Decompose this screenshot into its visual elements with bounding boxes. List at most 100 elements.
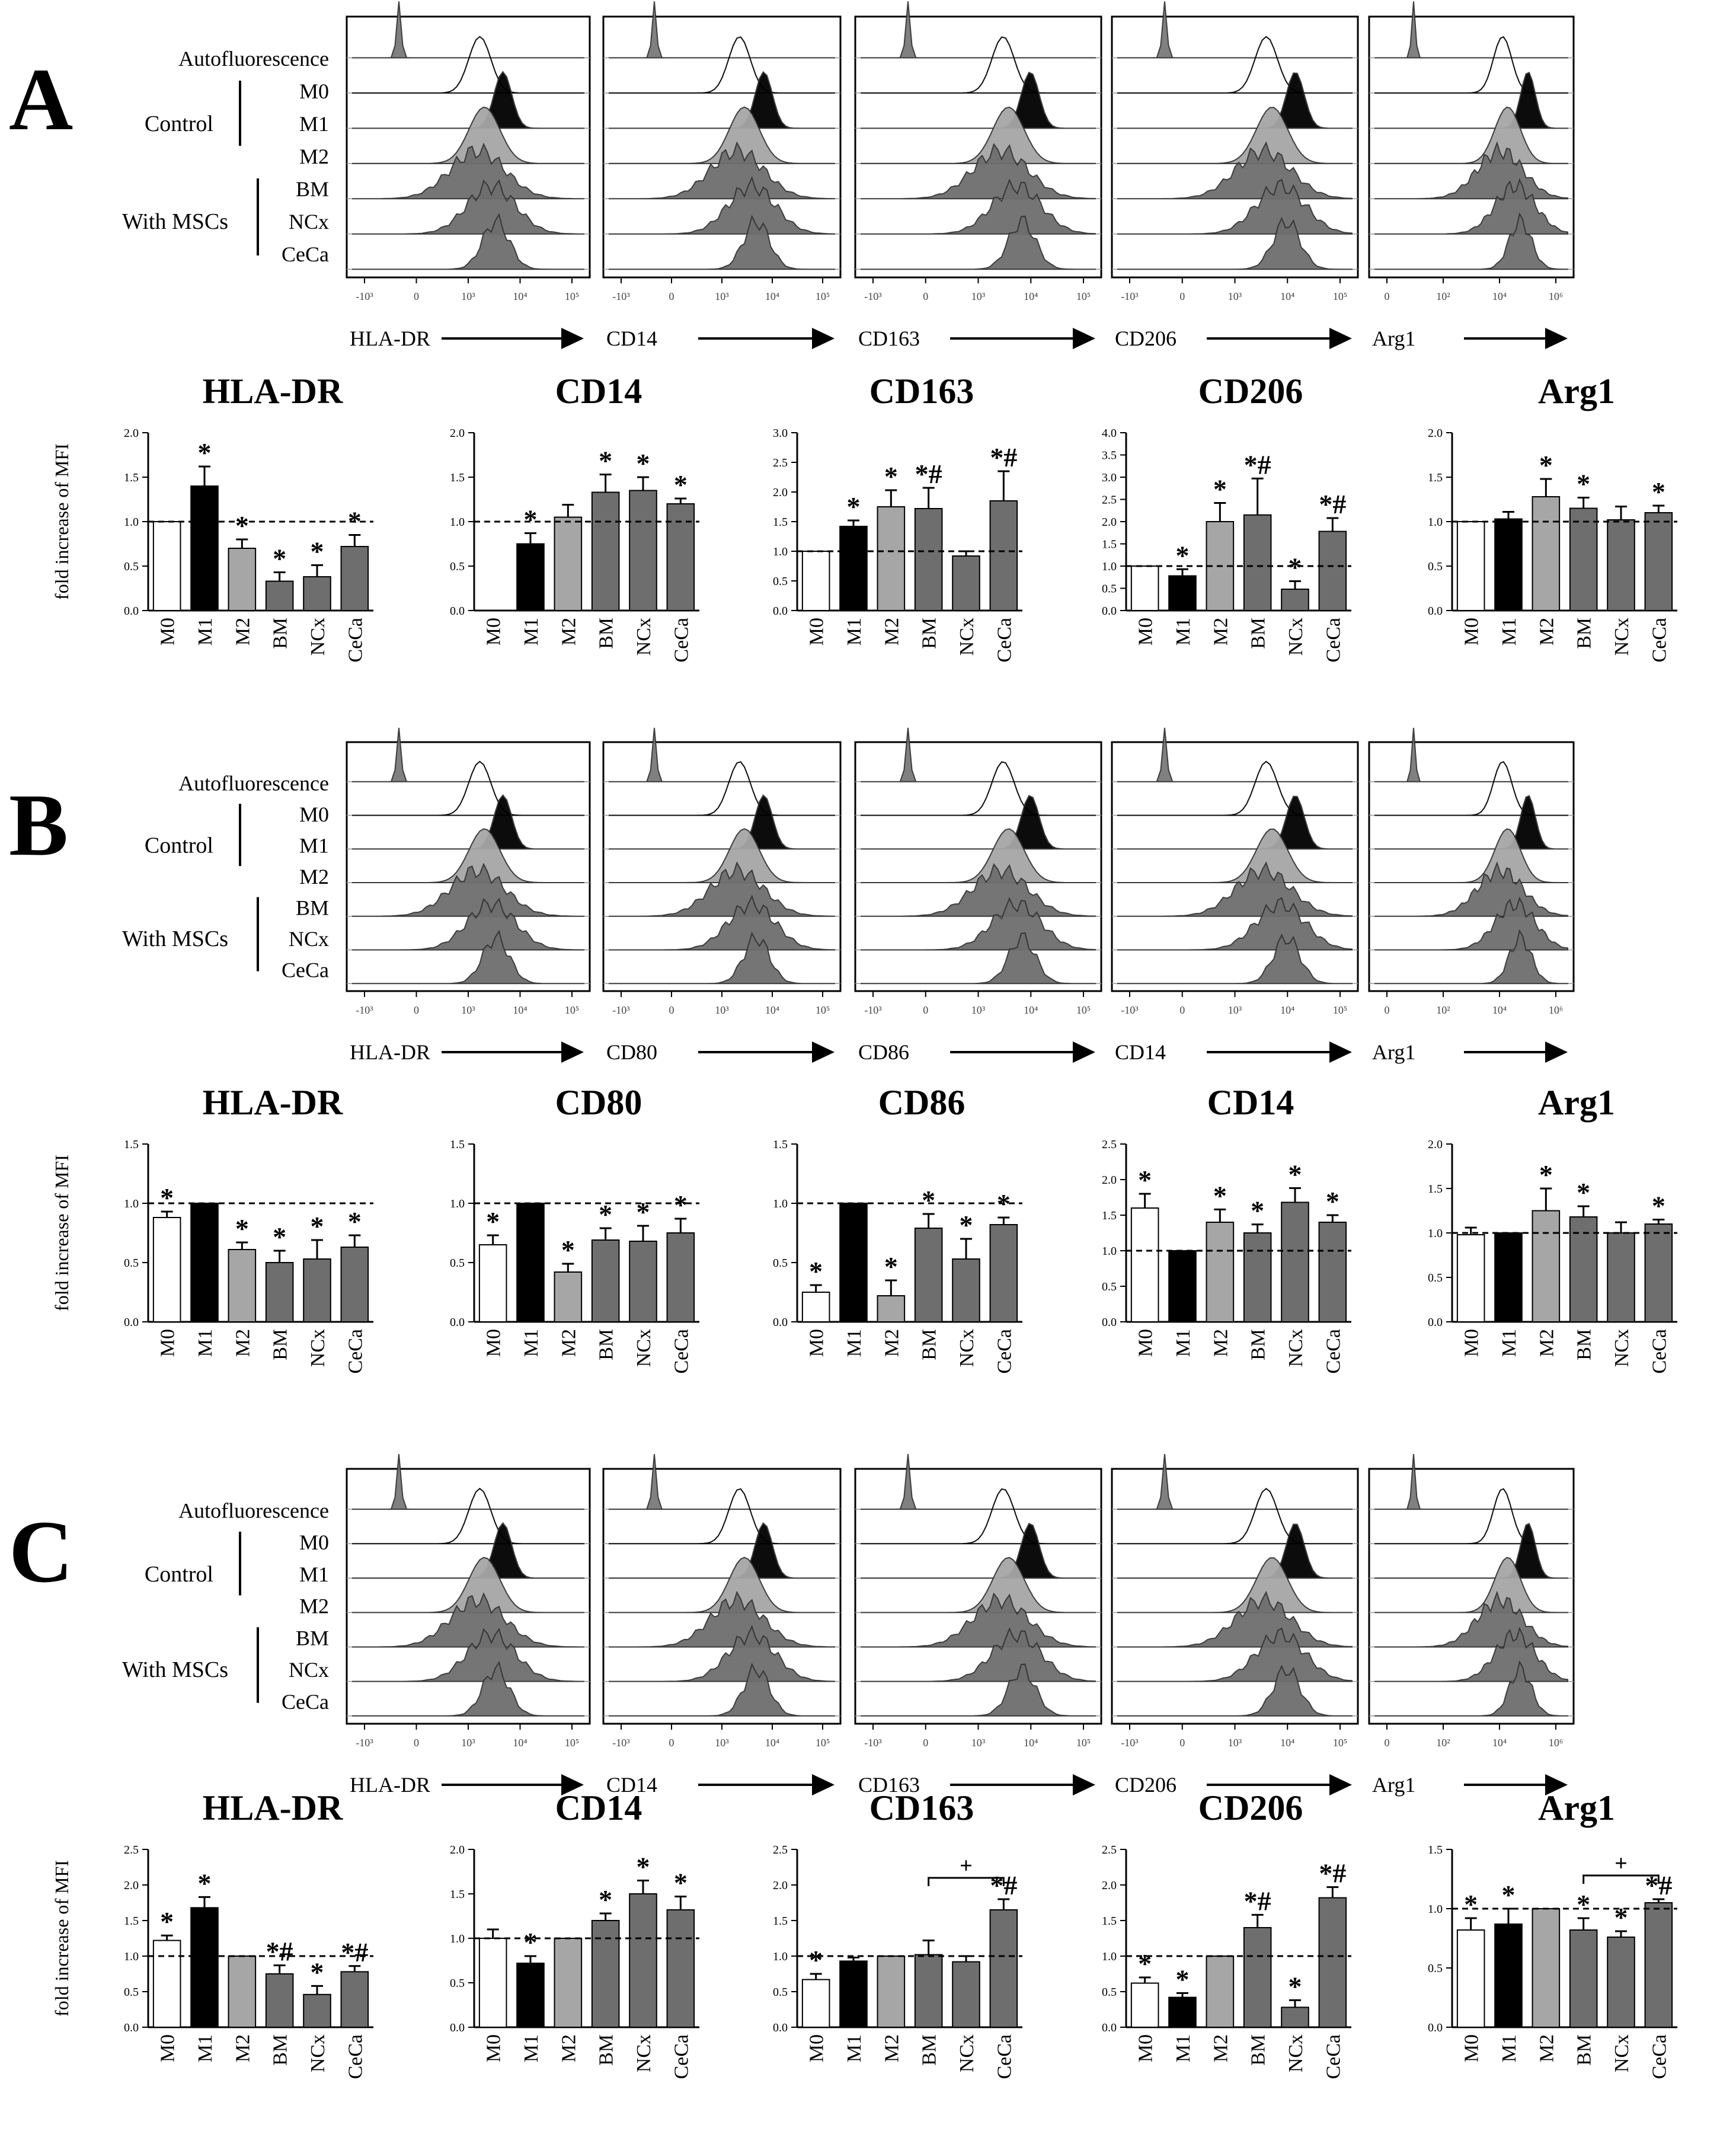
- y-tick-label: 0.0: [1428, 1316, 1443, 1329]
- histogram-tick-label: 10⁴: [1280, 1737, 1294, 1749]
- arrow-head: [812, 328, 835, 349]
- histogram-trace-m1: [861, 1522, 1096, 1579]
- significance-mark: *: [1577, 1177, 1590, 1207]
- y-tick-label: 0.0: [124, 605, 139, 618]
- bar-ncx: [303, 576, 331, 611]
- significance-mark: *: [1289, 552, 1302, 583]
- histogram-trace-m2: [352, 828, 584, 884]
- histogram-trace-autofluorescence: [609, 727, 835, 782]
- significance-mark: *: [599, 446, 612, 476]
- histogram-tick-label: 10⁴: [513, 1004, 527, 1016]
- histogram-tick-label: -10³: [612, 1737, 630, 1749]
- significance-mark: *#: [1244, 1886, 1271, 1916]
- x-tick-label: BM: [1574, 618, 1596, 649]
- bar-bm: [591, 1920, 620, 2028]
- y-tick-label: 1.5: [773, 1138, 788, 1151]
- bar-ceca: [989, 1224, 1018, 1322]
- x-tick-label: BM: [1574, 1329, 1596, 1360]
- row-label-m1: M1: [299, 1563, 329, 1586]
- histogram-tick-label: -10³: [864, 290, 882, 302]
- bar-m0: [1130, 565, 1159, 611]
- y-tick-label: 0.5: [1428, 560, 1443, 573]
- histogram-marker-label: CD206: [1115, 1773, 1176, 1797]
- comparison-mark: +: [1614, 1851, 1628, 1876]
- histogram-marker-label: HLA-DR: [350, 327, 430, 350]
- histogram-arg1: 0 10² 10⁴ 10⁶ Arg1: [1368, 1, 1575, 350]
- histogram-trace-autofluorescence: [609, 1, 835, 59]
- x-tick-label: NCx: [1611, 618, 1633, 656]
- bar-bm: [591, 491, 620, 611]
- x-tick-label: M1: [194, 2034, 216, 2062]
- histogram-trace-m0: [1117, 761, 1353, 816]
- bar-chart-b-cd14: CD14 0.0 0.5 1.0 1.5 2.0 2.5 * M0 M1 * M2 * BM * NCx * Ce…: [1102, 1083, 1351, 1374]
- histogram-trace-m0: [1374, 761, 1568, 816]
- x-tick-label: BM: [270, 1329, 292, 1360]
- bar-chart-a-cd14: CD14 0.0 0.5 1.0 1.5 2.0 M0 * M1 M2 * BM * NCx * CeCa: [450, 372, 699, 663]
- histogram-trace-m2: [861, 1557, 1096, 1613]
- histogram-trace-ceca: [1375, 929, 1568, 985]
- y-tick-label: 3.0: [1102, 471, 1117, 484]
- x-tick-label: M0: [1461, 618, 1483, 646]
- y-tick-label: 2.0: [773, 486, 788, 499]
- row-label-m1: M1: [299, 112, 329, 136]
- bar-m1: [839, 1203, 868, 1322]
- histogram-tick-label: 10⁴: [765, 290, 779, 302]
- histogram-trace-m1: [1374, 795, 1568, 850]
- histogram-frame: [854, 741, 1102, 992]
- bar-ceca: [1644, 1902, 1673, 2028]
- y-tick-label: 0.0: [773, 605, 788, 618]
- y-tick-label: 1.5: [124, 471, 139, 484]
- histogram-trace-ncx: [352, 897, 584, 951]
- histogram-trace-m1: [609, 794, 835, 850]
- arrow-head: [561, 1774, 584, 1795]
- histogram-trace-bm: [352, 142, 584, 200]
- histogram-trace-m0: [861, 36, 1096, 94]
- bar-m1: [839, 526, 868, 611]
- bar-ceca: [666, 503, 695, 611]
- histogram-trace-m0: [1117, 36, 1353, 94]
- histogram-cd80: -10³ 0 10³ 10⁴ 10⁵ CD80: [602, 727, 842, 1064]
- x-tick-label: M0: [157, 1329, 179, 1357]
- arrow-head: [1073, 1041, 1095, 1063]
- x-tick-label: M1: [194, 1329, 216, 1357]
- significance-mark: *: [1289, 1159, 1302, 1189]
- significance-mark: *: [1539, 1159, 1553, 1190]
- y-tick-label: 1.5: [773, 1915, 788, 1928]
- y-tick-label: 2.5: [773, 1843, 788, 1857]
- bar-ncx: [303, 1993, 331, 2028]
- histogram-tick-label: 10⁵: [565, 1737, 579, 1749]
- x-tick-label: BM: [270, 2034, 292, 2066]
- significance-mark: *: [486, 1206, 500, 1236]
- y-tick-label: 0.0: [124, 1316, 139, 1329]
- x-tick-label: CeCa: [670, 618, 692, 663]
- bar-ceca: [1644, 1223, 1673, 1322]
- row-label-m1: M1: [299, 834, 329, 858]
- group-label-control: Control: [145, 833, 213, 858]
- x-tick-label: M2: [1536, 1329, 1558, 1357]
- histogram-frame: [1368, 1468, 1575, 1725]
- histogram-trace-m1: [1374, 72, 1568, 129]
- y-tick-label: 1.5: [1428, 1183, 1443, 1196]
- histogram-trace-bm: [609, 861, 835, 917]
- x-tick-label: M0: [1135, 2034, 1157, 2062]
- histogram-trace-ceca: [861, 932, 1095, 985]
- group-label-with-mscs: With MSCs: [122, 1657, 228, 1682]
- histogram-trace-m2: [861, 828, 1096, 884]
- x-tick-label: BM: [919, 2034, 941, 2066]
- histogram-tick-label: 10⁴: [1492, 1737, 1507, 1749]
- histogram-trace-autofluorescence: [861, 727, 1096, 782]
- histogram-trace-m2: [1117, 1557, 1353, 1613]
- chart-title: Arg1: [1538, 372, 1615, 411]
- y-tick-label: 1.0: [1428, 1903, 1443, 1916]
- chart-title: HLA-DR: [203, 1083, 343, 1122]
- histogram-trace-m1: [1117, 72, 1353, 129]
- x-tick-label: CeCa: [993, 1329, 1015, 1374]
- histogram-frame: [1368, 741, 1575, 992]
- y-tick-label: 1.0: [124, 1950, 139, 1963]
- histogram-trace-ceca: [353, 929, 584, 985]
- arrow-head: [561, 1041, 584, 1063]
- bar-m1: [839, 1960, 868, 2028]
- bar-m2: [1532, 496, 1561, 611]
- significance-mark: *: [1289, 1971, 1302, 2001]
